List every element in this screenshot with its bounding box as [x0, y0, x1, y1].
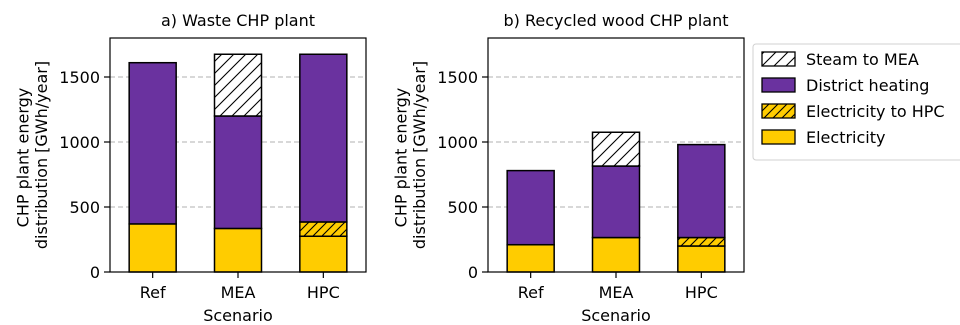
- y-axis: 0 500 1000 1500: [437, 68, 488, 282]
- bar-electricity-to-hpc-hpc: [677, 236, 726, 247]
- legend-label: Electricity: [806, 128, 885, 147]
- bars: [128, 53, 348, 273]
- y-tick-label: 500: [69, 198, 100, 217]
- y-tick-label: 500: [447, 198, 478, 217]
- y-axis-label: CHP plant energy distribution [GWh/year]: [391, 61, 428, 249]
- x-axis: Ref MEA HPC: [140, 272, 340, 302]
- bar-steam-to-mea-mea: [591, 131, 641, 167]
- x-tick-label: HPC: [307, 283, 340, 302]
- chart-title: a) Waste CHP plant: [161, 11, 315, 30]
- legend-swatch-electricity-to-hpc: [761, 103, 796, 119]
- bar-district-heating-hpc: [677, 143, 726, 239]
- x-tick-label: Ref: [518, 283, 544, 302]
- legend: Steam to MEA District heating Electricity …: [752, 43, 960, 161]
- chart-panel-waste-chp: a) Waste CHP plant 0 500 1000 1500 Ref MEA HP…: [13, 11, 367, 325]
- legend-frame: [752, 43, 960, 161]
- bar-district-heating-mea: [591, 165, 641, 239]
- bars: [506, 131, 726, 273]
- y-tick-label: 1000: [59, 133, 100, 152]
- x-tick-label: MEA: [599, 283, 634, 302]
- y-axis-label: CHP plant energy distribution [GWh/year]: [13, 61, 50, 249]
- bar-district-heating-hpc: [299, 53, 348, 223]
- y-tick-label: 1500: [437, 68, 478, 87]
- x-tick-label: HPC: [685, 283, 718, 302]
- y-tick-label: 1500: [59, 68, 100, 87]
- bar-steam-to-mea-mea: [213, 53, 263, 117]
- bar-electricity-ref: [506, 243, 555, 273]
- bar-district-heating-ref: [506, 169, 555, 246]
- x-axis-label: Scenario: [581, 306, 651, 325]
- x-axis-label: Scenario: [203, 306, 273, 325]
- y-tick-label: 0: [90, 263, 100, 282]
- legend-label: Steam to MEA: [806, 50, 919, 69]
- bar-district-heating-mea: [213, 115, 263, 230]
- chart-panel-recycled-wood-chp: b) Recycled wood CHP plant 050010001500 …: [391, 11, 745, 325]
- bar-electricity-hpc: [299, 235, 348, 273]
- y-tick-label: 1000: [437, 133, 478, 152]
- legend-label: Electricity to HPC: [806, 102, 945, 121]
- legend-swatch-electricity: [761, 129, 796, 145]
- x-tick-label: MEA: [221, 283, 256, 302]
- bar-electricity-to-hpc-hpc: [299, 221, 348, 237]
- legend-swatch-steam-to-mea: [761, 51, 796, 67]
- bar-electricity-mea: [213, 227, 263, 273]
- bar-electricity-ref: [128, 223, 177, 273]
- legend-swatch-district-heating: [761, 77, 796, 93]
- chart-title: b) Recycled wood CHP plant: [504, 11, 729, 30]
- bar-electricity-mea: [591, 236, 641, 273]
- legend-label: District heating: [806, 76, 929, 95]
- bar-electricity-hpc: [677, 245, 726, 273]
- y-tick-label: 0: [468, 263, 478, 282]
- y-axis: 0 500 1000 1500: [59, 68, 110, 282]
- bar-district-heating-ref: [128, 61, 177, 225]
- x-tick-label: Ref: [140, 283, 166, 302]
- x-axis: Ref MEA HPC: [518, 272, 718, 302]
